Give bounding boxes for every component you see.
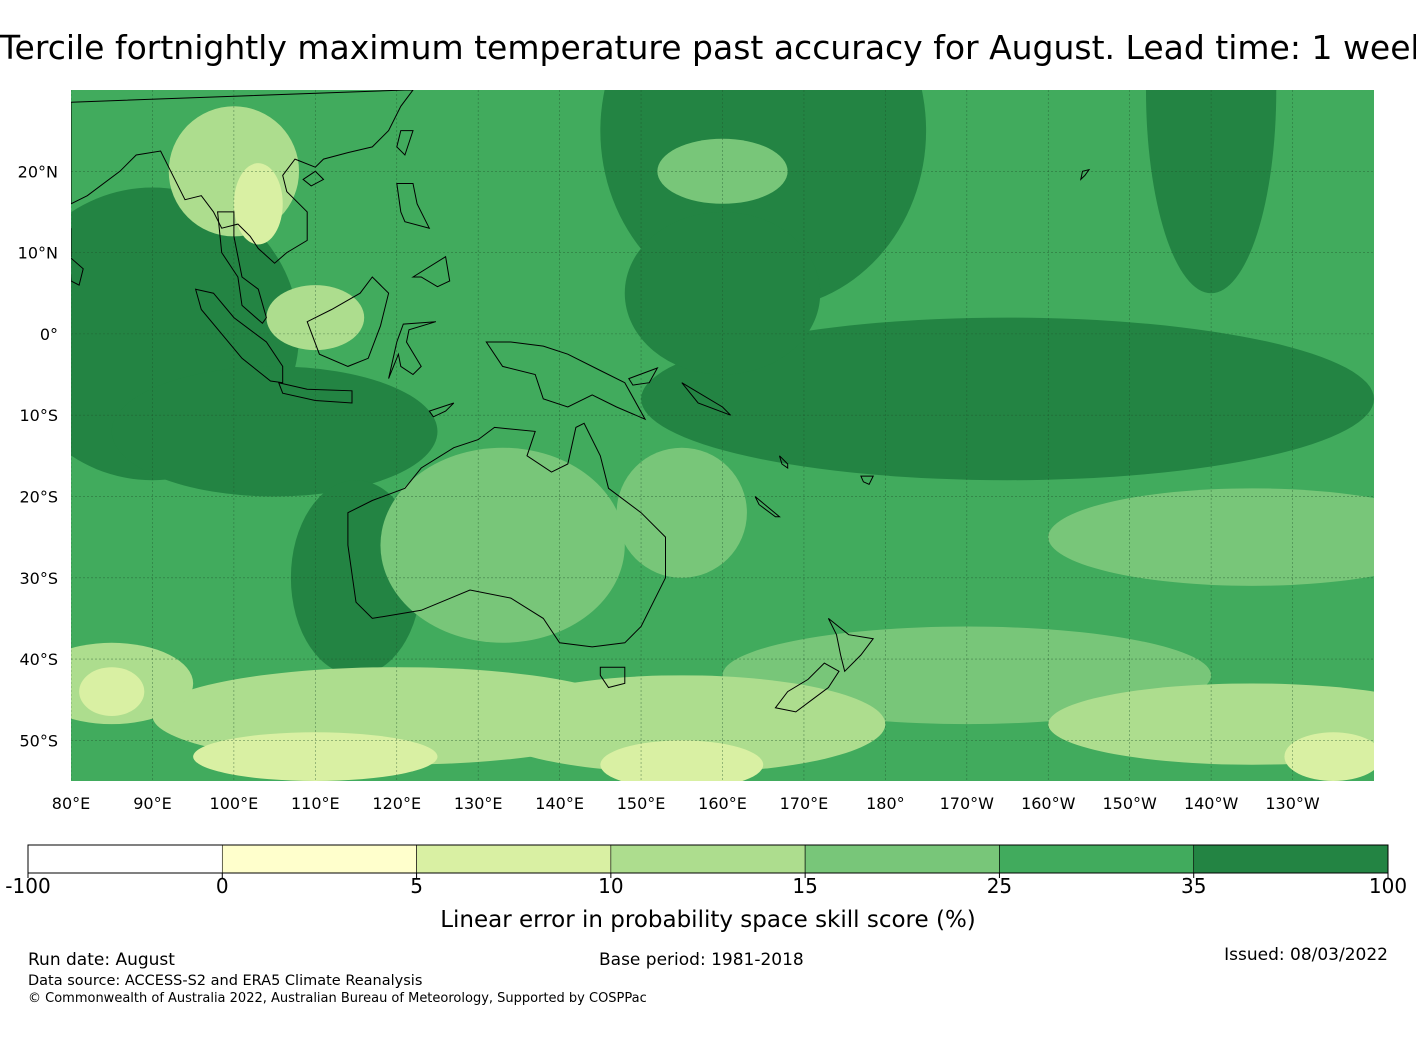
colorbar-tick-label: 15	[792, 874, 817, 898]
coastline-fiji	[860, 475, 875, 485]
longitude-label: 170°E	[780, 794, 829, 813]
coastline-borneo	[306, 276, 390, 367]
data-source: Data source: ACCESS-S2 and ERA5 Climate …	[28, 973, 423, 989]
longitude-label: 130°W	[1265, 794, 1320, 813]
colorbar-tick-label: 25	[987, 874, 1012, 898]
run-date: Run date: August	[28, 950, 175, 970]
colorbar-tick-label: 35	[1181, 874, 1206, 898]
latitude-label: 20°N	[18, 162, 58, 181]
longitude-label: 160°E	[698, 794, 747, 813]
colorbar-tick-label: 100	[1369, 874, 1407, 898]
longitude-label: 90°E	[133, 794, 171, 813]
colorbar-swatch	[1193, 844, 1389, 874]
coastline-sumatra	[194, 288, 284, 384]
skill-region	[193, 732, 438, 781]
skill-region	[478, 675, 886, 773]
colorbar-label: Linear error in probability space skill …	[440, 907, 976, 933]
skill-region	[616, 447, 747, 578]
colorbar-swatch	[804, 844, 1000, 874]
skill-region	[1048, 488, 1374, 586]
longitude-label: 160°W	[1021, 794, 1076, 813]
colorbar-tick-label: -100	[5, 874, 50, 898]
coastline-tasmania	[599, 666, 626, 689]
coastline-malay-peninsula	[217, 211, 267, 325]
longitude-label: 140°E	[535, 794, 584, 813]
colorbar-swatch	[999, 844, 1195, 874]
coastline-new-caledonia	[754, 496, 781, 518]
coastline-philippines-mindanao	[411, 255, 451, 288]
longitude-label: 120°E	[372, 794, 421, 813]
colorbar-swatch	[610, 844, 806, 874]
graticule	[71, 90, 1374, 781]
coastline-new-zealand-north	[827, 618, 875, 673]
colorbar-tick-label: 10	[598, 874, 623, 898]
longitude-label: 140°W	[1184, 794, 1239, 813]
issued-date: Issued: 08/03/2022	[1224, 945, 1388, 965]
map-title: Tercile fortnightly maximum temperature …	[0, 28, 1416, 67]
coastline-hawaii	[1079, 168, 1091, 181]
coastline-hainan	[302, 170, 325, 187]
longitude-label: 150°E	[617, 794, 666, 813]
coastline-sulawesi	[388, 321, 436, 379]
map-frame: 20°N 10°N 0° 10°S 20°S 30°S 40°S 50°S 80°E 90°E 1…	[18, 90, 1374, 813]
latitude-label: 30°S	[19, 569, 58, 588]
coastline-philippines-luzon	[396, 183, 431, 229]
longitude-label: 170°W	[940, 794, 995, 813]
coastline-timor	[428, 402, 455, 418]
longitude-labels: 80°E 90°E 100°E 110°E 120°E 130°E 140°E 150°E 16…	[52, 794, 1320, 813]
skill-region	[380, 447, 625, 643]
latitude-label: 20°S	[19, 487, 58, 506]
latitude-label: 0°	[40, 325, 58, 344]
coastline-australia	[347, 422, 666, 648]
colorbar-tick-label: 5	[410, 874, 423, 898]
colorbar-outline	[27, 844, 1389, 874]
colorbar: -100 0 5 10 15 25 35 100 Linear error in probab…	[5, 844, 1407, 933]
longitude-label: 130°E	[454, 794, 503, 813]
skill-score-field	[71, 90, 1374, 781]
latitude-label: 50°S	[19, 731, 58, 750]
skill-region	[79, 667, 145, 716]
coastline-java	[277, 382, 353, 404]
skill-region	[111, 366, 438, 497]
latitude-label: 40°S	[19, 650, 58, 669]
coastline-new-britain	[628, 367, 659, 386]
colorbar-swatch	[416, 844, 612, 874]
coastline-mainland-asia	[71, 90, 414, 264]
skill-region	[600, 740, 764, 781]
coastline-vanuatu	[779, 455, 789, 469]
coastlines	[71, 90, 1091, 713]
longitude-label: 150°W	[1103, 794, 1158, 813]
base-period: Base period: 1981-2018	[599, 950, 804, 970]
longitude-label: 110°E	[291, 794, 340, 813]
coastline-new-guinea	[485, 341, 647, 421]
skill-region	[233, 163, 283, 245]
colorbar-swatch	[221, 844, 417, 874]
latitude-label: 10°N	[18, 244, 58, 263]
longitude-label: 180°	[866, 794, 905, 813]
latitude-label: 10°S	[19, 406, 58, 425]
longitude-label: 100°E	[210, 794, 259, 813]
latitude-labels: 20°N 10°N 0° 10°S 20°S 30°S 40°S 50°S	[18, 162, 58, 750]
copyright: © Commonwealth of Australia 2022, Austra…	[28, 991, 647, 1006]
coastline-new-zealand-south	[774, 662, 840, 713]
colorbar-tick-label: 0	[216, 874, 229, 898]
skill-region	[1284, 732, 1374, 781]
skill-region	[641, 317, 1374, 481]
coastline-solomons	[681, 382, 731, 416]
longitude-label: 80°E	[52, 794, 90, 813]
coastline-taiwan	[396, 130, 414, 156]
coastline-sri-lanka	[71, 257, 84, 286]
colorbar-swatch	[27, 844, 223, 874]
